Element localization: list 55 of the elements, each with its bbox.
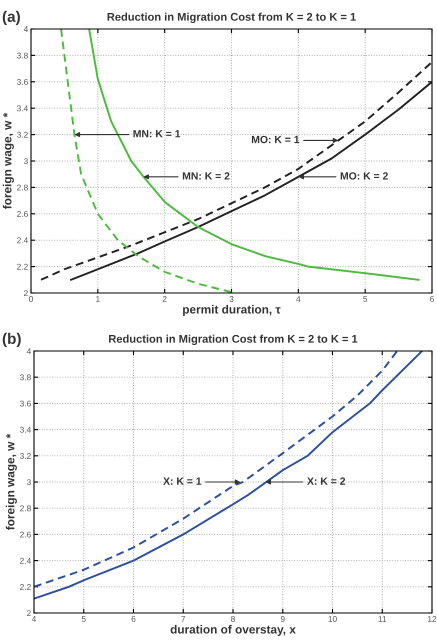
x-tick-label: 2 [162,296,167,302]
y-axis-title: foreign wage, w * [2,112,14,210]
y-tick-label: 2.4 [20,558,31,564]
annotation: MN: K = 2 [182,172,230,180]
x-tick-label: 4 [32,616,36,622]
line-series [70,80,432,281]
y-tick-label: 2.4 [17,237,28,244]
x-tick-label: 8 [231,616,235,622]
y-tick-label: 3 [26,479,31,486]
y-tick-label: 2.2 [17,264,28,270]
y-tick-label: 2.8 [20,505,31,512]
y-tick-label: 2.6 [20,532,31,538]
y-tick-label: 3.2 [16,132,28,138]
y-tick-label: 3.4 [16,105,28,112]
y-tick-label: 2.6 [17,211,28,217]
x-tick-label: 5 [363,296,368,302]
chart-title: Reduction in Migration Cost from K = 2 to K = 1 [109,334,358,346]
y-tick-label: 2.8 [17,184,28,190]
annotation: MO: K = 1 [252,136,300,144]
x-axis-title: permit duration, τ [183,304,281,316]
y-tick-label: 3.2 [20,453,31,459]
x-axis-title: duration of overstay, x [170,624,296,636]
y-tick-label: 3.8 [20,374,31,380]
y-tick-label: 4 [24,26,28,32]
x-tick-label: 5 [82,616,86,622]
annotation: MO: K = 2 [340,172,388,180]
y-axis-title: foreign wage, w * [6,434,17,530]
x-tick-label: 4 [296,296,300,302]
annotation: X: K = 2 [307,477,346,485]
x-tick-label: 1 [96,296,100,302]
x-tick-label: 7 [181,616,186,622]
x-tick-label: 9 [280,616,285,622]
text: (a) [2,10,20,25]
x-tick-label: 10 [328,616,337,622]
y-tick-label: 3.6 [16,79,28,85]
y-tick-label: 3.6 [20,400,31,406]
y-tick-label: 3.8 [16,52,28,58]
x-tick-label: 12 [428,616,436,622]
y-tick-label: 2.2 [20,584,31,590]
line-series [88,29,420,281]
x-tick-label: 6 [132,616,136,622]
text: (b) [2,332,21,347]
line-series [40,61,432,281]
x-tick-label: 3 [230,296,234,302]
annotation: X: K = 1 [163,478,202,485]
y-tick-label: 4 [26,348,31,354]
y-tick-label: 3.4 [20,426,31,433]
y-tick-label: 2 [27,610,31,616]
chart-title: Reduction in Migration Cost from K = 2 to K = 1 [108,12,356,24]
x-tick-label: 6 [430,296,434,302]
y-tick-label: 3 [24,158,28,164]
x-tick-label: 0 [29,296,33,302]
annotation: MN: K = 1 [133,130,180,138]
y-tick-label: 2 [24,290,28,296]
x-tick-label: 11 [378,616,386,622]
